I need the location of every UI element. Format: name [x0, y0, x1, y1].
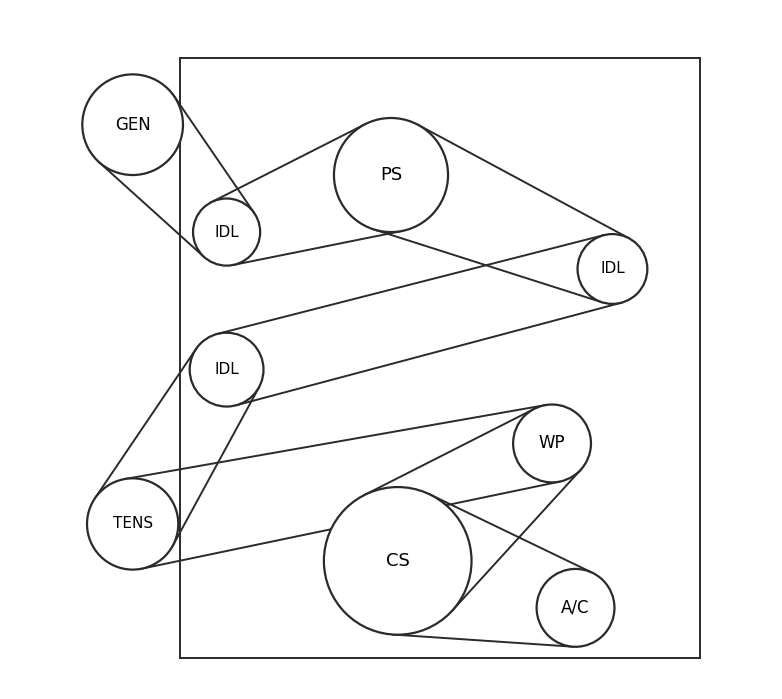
- Circle shape: [513, 405, 591, 482]
- Circle shape: [190, 333, 264, 407]
- Text: IDL: IDL: [214, 362, 239, 377]
- Text: IDL: IDL: [214, 224, 239, 240]
- Circle shape: [324, 487, 472, 635]
- Circle shape: [87, 478, 178, 570]
- Circle shape: [334, 118, 448, 232]
- Text: PS: PS: [380, 166, 402, 184]
- Text: WP: WP: [539, 435, 565, 452]
- Circle shape: [82, 74, 183, 175]
- Bar: [180, 57, 700, 658]
- Circle shape: [536, 569, 615, 647]
- Text: CS: CS: [386, 552, 410, 570]
- Text: GEN: GEN: [115, 116, 150, 134]
- Text: IDL: IDL: [600, 261, 625, 277]
- Text: A/C: A/C: [561, 599, 590, 617]
- Circle shape: [193, 199, 260, 266]
- Text: TENS: TENS: [113, 517, 152, 531]
- Circle shape: [578, 234, 647, 304]
